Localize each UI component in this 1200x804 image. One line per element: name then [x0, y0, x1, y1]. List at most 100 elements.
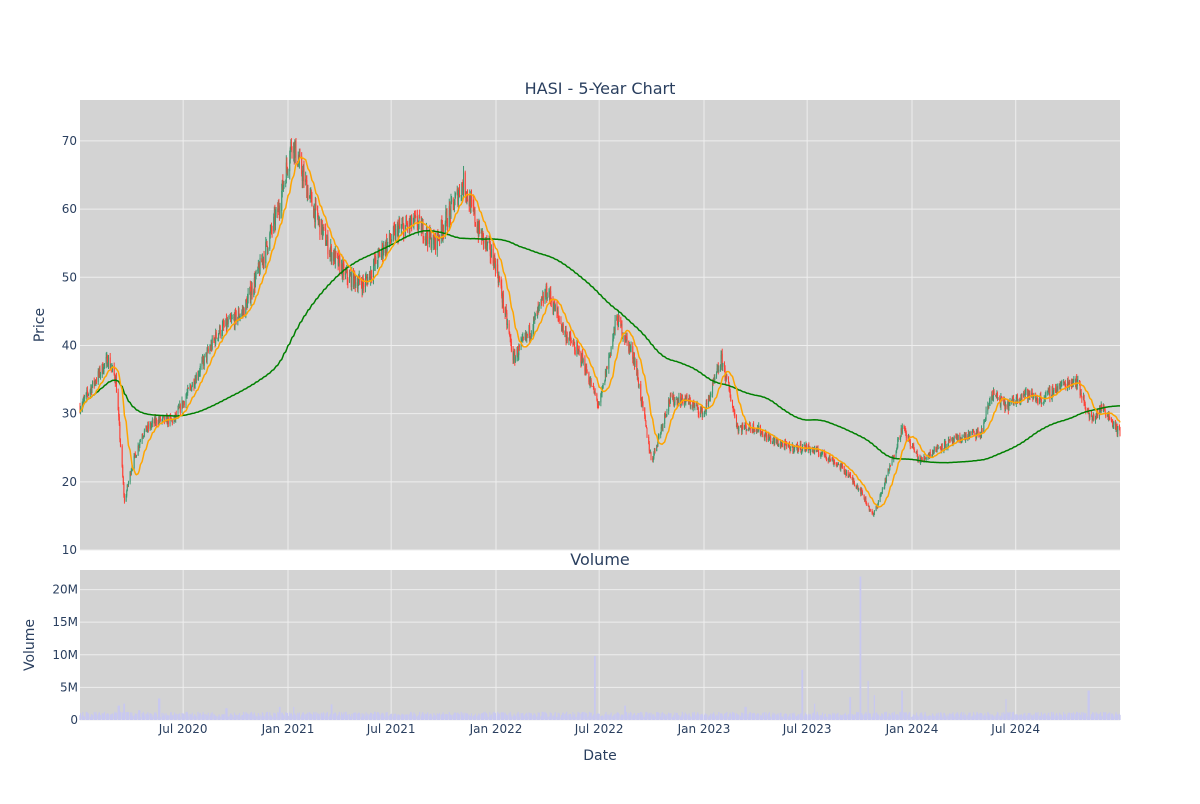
candle-body [233, 317, 235, 319]
candle-body [887, 470, 889, 476]
candle-body [509, 332, 511, 336]
volume-chart-title: Volume [570, 550, 630, 569]
candle-body [881, 488, 883, 493]
candle-body [948, 439, 950, 441]
candle-body [147, 424, 149, 430]
candle-body [181, 400, 183, 413]
candle-body [135, 455, 137, 458]
candle-body [290, 141, 292, 149]
candle-body [522, 337, 524, 339]
candle-body [261, 258, 263, 263]
candle-body [729, 391, 731, 398]
candle-body [83, 397, 85, 399]
volume-bar [355, 712, 357, 720]
candle-body [159, 416, 161, 422]
candle-body [969, 432, 971, 436]
volume-bar [431, 715, 433, 720]
candle-body [820, 454, 822, 457]
candle-body [955, 437, 957, 439]
candle-body [963, 433, 965, 437]
volume-bar [215, 715, 217, 720]
volume-bar [833, 713, 836, 720]
candle-body [939, 447, 941, 449]
candle-body [349, 274, 351, 283]
candle-body [369, 271, 371, 280]
candle-body [1055, 388, 1057, 393]
candle-body [251, 286, 253, 296]
candle-body [198, 372, 200, 375]
candle-body [721, 353, 723, 367]
candle-body [1067, 380, 1069, 384]
candle-body [839, 464, 841, 470]
candle-body [1092, 414, 1094, 420]
candle-body [335, 251, 337, 254]
candle-body [979, 435, 981, 437]
candle-body [113, 365, 115, 375]
candle-body [506, 312, 508, 325]
candle-body [830, 459, 832, 461]
candle-body [590, 380, 592, 382]
candle-body [265, 240, 267, 242]
candle-body [812, 448, 814, 452]
volume-bar [442, 713, 445, 720]
candle-body [350, 274, 352, 288]
candle-body [759, 425, 761, 435]
candle-body [411, 215, 413, 227]
candle-body [881, 492, 883, 494]
volume-bar [985, 715, 987, 720]
volume-bar-series [79, 576, 1121, 720]
volume-bar [821, 712, 824, 720]
candle-body [238, 311, 240, 319]
candle-body [872, 512, 874, 514]
candle-body [526, 333, 528, 338]
candle-body [592, 386, 594, 388]
candle-body [533, 317, 535, 319]
candle-body [875, 506, 877, 511]
candle-body [477, 228, 479, 233]
candle-body [546, 297, 548, 299]
volume-bar [829, 714, 832, 720]
candle-body [697, 407, 699, 414]
candle-body [712, 382, 714, 394]
candle-body [273, 216, 275, 231]
candle-body [321, 220, 323, 237]
volume-bar [554, 712, 556, 720]
candle-body [445, 211, 447, 224]
candle-body [303, 169, 305, 183]
candle-body [773, 438, 775, 440]
volume-bar [658, 713, 660, 720]
volume-bar [678, 715, 680, 720]
candle-body [620, 324, 622, 327]
candle-body [668, 399, 670, 402]
candle-body [330, 245, 332, 251]
volume-bar [478, 714, 481, 720]
candle-body [724, 368, 726, 378]
candle-body [848, 474, 850, 477]
candle-body [708, 396, 710, 399]
candle-body [716, 372, 718, 378]
volume-bar [865, 713, 868, 720]
candle-body [833, 462, 835, 465]
candle-body [82, 397, 84, 402]
candle-body [90, 387, 92, 391]
volume-bar [754, 713, 756, 720]
candle-body [534, 313, 536, 317]
candle-body [584, 359, 586, 372]
candle-body [458, 189, 460, 196]
candle-body [410, 222, 412, 227]
volume-bar [498, 713, 501, 720]
volume-bar [273, 712, 275, 720]
candle-body [869, 509, 871, 511]
candle-body [1084, 404, 1086, 410]
volume-bar [546, 716, 548, 720]
volume-bar [837, 717, 840, 720]
candle-body [959, 435, 961, 441]
price-y-tick-label: 40 [62, 338, 77, 352]
volume-bar [399, 715, 401, 720]
volume-bar [183, 714, 185, 720]
volume-bar [518, 713, 520, 720]
candle-body [621, 324, 623, 337]
candle-body [486, 239, 488, 247]
candle-body [205, 352, 207, 357]
candle-body [227, 321, 229, 324]
